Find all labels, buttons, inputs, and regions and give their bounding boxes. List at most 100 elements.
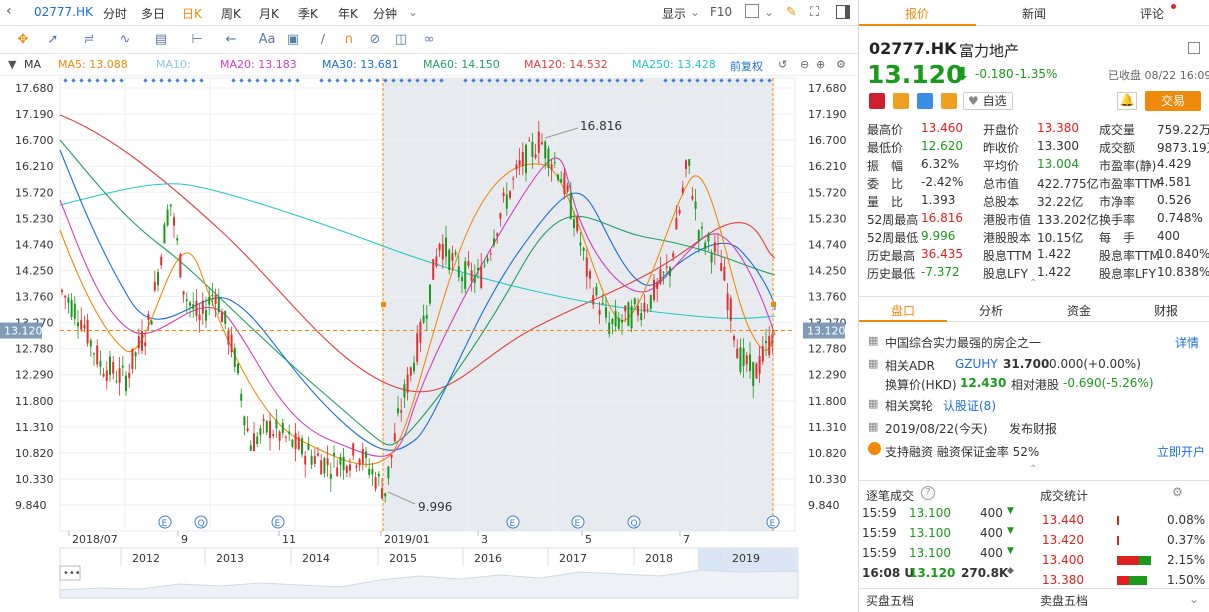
warrant-link[interactable]: 认股证(8): [943, 399, 996, 413]
conv-label: 换算价(HKD): [885, 378, 957, 392]
trade-button[interactable]: 交易: [1145, 91, 1201, 111]
collapse-panel-icon[interactable]: [1188, 42, 1200, 54]
event-letter: E: [575, 519, 581, 529]
y-tick-label-right: 11.310: [808, 421, 847, 434]
dividend-marker: [119, 78, 124, 83]
display-menu[interactable]: 显示: [662, 7, 687, 21]
pencil-icon[interactable]: ✎: [786, 5, 797, 20]
trade-volume: 270.8K: [961, 566, 1009, 580]
quote-value: 13.004: [1037, 157, 1079, 171]
overview-more-button[interactable]: [59, 565, 81, 581]
y-tick-label-right: 12.780: [808, 343, 847, 356]
trendline-icon[interactable]: ➚: [47, 32, 59, 47]
kline-chart[interactable]: 17.680 17.680 17.190 17.190 16.700 16.700 16.2…: [0, 76, 858, 546]
open-account-link[interactable]: 立即开户: [1157, 445, 1206, 459]
dividend-marker: [79, 78, 84, 83]
candle-body: [749, 354, 751, 371]
wave-icon[interactable]: ∿: [119, 32, 131, 47]
candle-body: [665, 266, 668, 268]
overview-navigator[interactable]: 2012 2013 2014 2015 2016 2017 2018 2019 •••: [0, 546, 858, 612]
undo-icon[interactable]: ↺: [778, 58, 788, 71]
channel-icon[interactable]: ≓: [83, 32, 95, 47]
add-favorite-label: 自选: [982, 94, 1007, 108]
settings-icon[interactable]: ⚙: [836, 58, 846, 71]
tab-news[interactable]: 新闻: [1022, 7, 1047, 21]
fuquan-selector[interactable]: 前复权: [730, 60, 763, 73]
report-date: 2019/08/22(今天): [885, 422, 988, 436]
help-icon[interactable]: ?: [921, 486, 935, 500]
square-toggle-icon[interactable]: [745, 4, 759, 18]
dividend-marker: [87, 78, 92, 83]
candle-body: [739, 347, 742, 372]
trash-icon[interactable]: ◫: [394, 32, 408, 47]
candle-body: [105, 370, 108, 382]
adr-code-link[interactable]: GZUHY: [955, 357, 998, 371]
candle-body: [137, 336, 140, 349]
tag-icon: [917, 93, 933, 109]
candle-body: [118, 368, 121, 383]
period-tab-1[interactable]: 多日: [141, 7, 166, 21]
zoom-out-icon[interactable]: ⊖: [800, 58, 810, 71]
earnings-event-icon: [271, 515, 285, 529]
chevron-down-icon[interactable]: ⌄: [690, 5, 701, 19]
arrow-icon[interactable]: ←: [225, 32, 237, 47]
detail-link[interactable]: 详情: [1175, 336, 1200, 350]
tab-pankou[interactable]: 盘口: [891, 304, 916, 318]
period-tab-0[interactable]: 分时: [103, 7, 128, 21]
ma-label[interactable]: MA: [24, 58, 42, 71]
period-tab-4[interactable]: 月K: [259, 7, 279, 21]
current-price-tag-left: [0, 322, 42, 339]
tab-analysis[interactable]: 分析: [979, 304, 1004, 318]
stats-settings-icon[interactable]: ⚙: [1172, 485, 1183, 499]
split-view-icon[interactable]: [836, 5, 850, 19]
add-favorite-button[interactable]: ♥ 自选: [963, 92, 1013, 110]
zoom-in-icon[interactable]: ⊕: [816, 58, 826, 71]
f10-button[interactable]: F10: [710, 5, 733, 19]
collapse-icon[interactable]: ▼: [8, 58, 17, 71]
candle-body: [441, 243, 444, 260]
chevron-left-icon[interactable]: ‹: [6, 3, 12, 19]
expand-icon-2[interactable]: ⌃: [1029, 464, 1038, 475]
chevron-down-icon[interactable]: ⌄: [408, 5, 419, 19]
chevron-down-icon[interactable]: ⌄: [764, 5, 775, 19]
fib-icon[interactable]: ▤: [154, 32, 168, 47]
tab-quote[interactable]: 报价: [905, 7, 930, 21]
ma120-value: MA120: 14.532: [524, 58, 608, 71]
period-tab-6[interactable]: 年K: [338, 7, 358, 21]
expand-icon[interactable]: ⌃: [1029, 278, 1038, 289]
period-tab-3[interactable]: 周K: [221, 7, 241, 21]
tab-comments[interactable]: 评论: [1140, 7, 1165, 21]
link-icon[interactable]: ∞: [423, 32, 435, 47]
chevron-down-icon[interactable]: ⌄: [1189, 592, 1200, 606]
candle-body: [496, 233, 499, 237]
event-letter: E: [510, 519, 516, 529]
bell-icon[interactable]: 🔔: [1117, 92, 1137, 110]
ruler-icon[interactable]: ∕: [320, 32, 326, 47]
candle-body: [464, 261, 467, 290]
candle-body: [534, 154, 537, 158]
magnet-icon[interactable]: ∩: [344, 32, 354, 47]
period-tab-7[interactable]: 分钟: [373, 7, 398, 21]
ma30-value: MA30: 13.681: [322, 58, 399, 71]
measure-icon[interactable]: ⊢: [191, 32, 203, 47]
comment-icon[interactable]: ▣: [286, 32, 300, 47]
period-tab-2[interactable]: 日K: [182, 7, 202, 21]
text-tool-icon[interactable]: Aa: [258, 32, 276, 47]
quote-value: 9.996: [921, 229, 956, 243]
tab-financials[interactable]: 财报: [1154, 304, 1179, 318]
candle-body: [448, 249, 451, 271]
candle-body: [413, 362, 415, 372]
fullscreen-icon[interactable]: ⛶: [810, 5, 820, 20]
candle-body: [566, 185, 569, 192]
hide-icon[interactable]: ⊘: [369, 32, 381, 47]
candle-body: [80, 320, 83, 330]
candle-body: [765, 341, 767, 344]
crosshair-icon[interactable]: ✥: [17, 32, 29, 47]
candle-body: [694, 201, 697, 209]
candle-body: [109, 356, 111, 376]
candle-body: [528, 140, 531, 142]
quote-key: 市盈率(静): [1099, 159, 1157, 173]
stat-bar-buy: [1117, 576, 1129, 585]
period-tab-5[interactable]: 季K: [298, 7, 318, 21]
tab-funds[interactable]: 资金: [1067, 304, 1092, 318]
